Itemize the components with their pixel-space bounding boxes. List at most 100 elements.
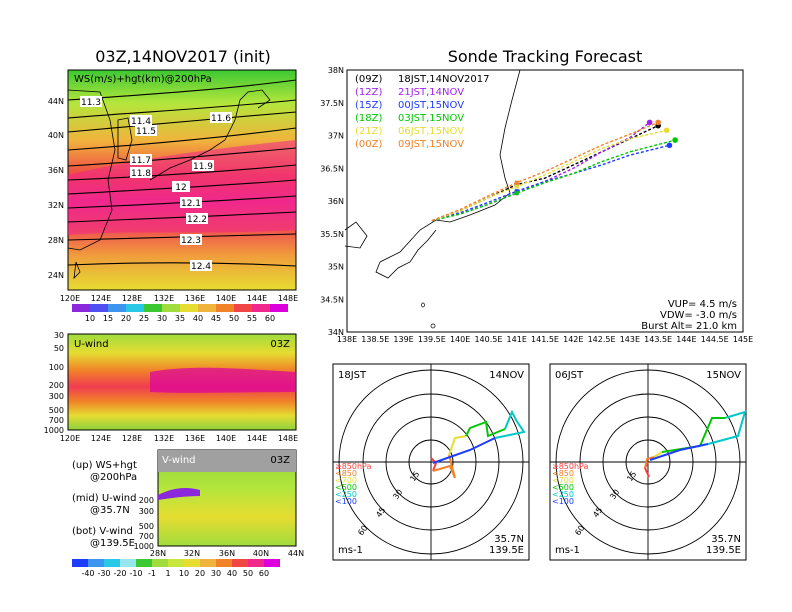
svg-text:100: 100 [49,363,64,372]
track-line-5 [431,121,659,222]
svg-text:40N: 40N [253,549,269,558]
svg-text:28N: 28N [48,236,64,245]
legend-time: 18JST,14NOV2017 [398,74,490,85]
contour-label: 12.3 [181,236,201,246]
track-lat-label: 37.5N [320,99,344,108]
legend-time: 21JST,14NOV [398,87,464,98]
coastline-asia [67,89,116,251]
svg-text:144E: 144E [247,434,267,443]
track-lat-label: 34.5N [320,295,344,304]
svg-text:≥850hPa: ≥850hPa [335,462,372,471]
legend-code: (21Z) [355,126,382,137]
contour-label: 11.9 [193,162,213,172]
svg-text:20: 20 [121,314,131,323]
svg-text:60: 60 [259,569,269,578]
u-wind-panel: U-wind 03Z 30 50 100 200 300 500 700 100… [44,331,299,443]
svg-text:28N: 28N [150,549,166,558]
svg-text:<250: <250 [335,490,357,499]
map-colorbar [72,304,288,312]
hodograph-2-lat: 35.7N [711,534,741,545]
v-wind-negative [158,487,200,500]
contour-label: 11.7 [131,156,151,166]
svg-text:-20: -20 [113,569,126,578]
legend-code: (12Z) [355,87,382,98]
track-burst-point-3 [672,137,678,143]
svg-text:<850: <850 [335,469,357,478]
svg-text:1000: 1000 [134,542,154,551]
svg-text:45: 45 [211,314,221,323]
svg-text:24N: 24N [48,271,64,280]
svg-text:136E: 136E [185,434,205,443]
track-legend: (09Z) 18JST,14NOV2017 (12Z) 21JST,14NOV … [355,74,490,150]
svg-text:1000: 1000 [44,426,64,435]
contour-label: 12.2 [187,215,207,225]
svg-text:50: 50 [229,314,239,323]
svg-text:<100: <100 [552,497,574,506]
track-lines [431,119,678,222]
track-lat-labels: 38N 37.5N 37N 36.5N 36N 35.5N 35N 34.5N 34N [320,66,344,337]
note-mid-line1: (mid) U-wind [72,493,136,504]
svg-text:44N: 44N [288,549,304,558]
hodograph-1-lat: 35.7N [494,534,524,545]
u-wind-time: 03Z [270,339,290,350]
svg-text:<500: <500 [335,483,357,492]
svg-text:120E: 120E [60,434,80,443]
wind-map-panel: 11.3 11.4 11.5 11.6 11.7 11.8 11.9 12 12… [48,69,298,323]
svg-text:500: 500 [49,406,64,415]
track-marker-3 [514,191,519,196]
svg-text:132E: 132E [154,434,174,443]
contour-label: 12.1 [181,199,201,209]
svg-text:144E: 144E [247,294,267,303]
svg-text:≥850hPa: ≥850hPa [552,462,589,471]
burst-text: Burst Alt= 21.0 km [641,321,737,332]
track-lon-label: 140.5E [474,335,502,344]
svg-text:140E: 140E [216,434,236,443]
track-lon-label: 143E [620,335,640,344]
right-title: Sonde Tracking Forecast [448,47,643,66]
contour-label: 11.4 [131,117,151,127]
map-lon-labels: 120E 124E 128E 132E 136E 140E 144E 148E [60,294,298,303]
svg-text:128E: 128E [122,434,142,443]
legend-code: (00Z) [355,139,382,150]
track-lon-label: 142E [563,335,583,344]
track-marker-5 [514,180,519,185]
svg-text:30: 30 [211,569,221,578]
v-wind-colorbar-labels: -40 -30 -20 -10 -1 1 10 20 30 40 50 60 [81,569,269,578]
track-line-4 [431,129,667,222]
svg-text:32N: 32N [184,549,200,558]
v-wind-time: 03Z [270,455,290,466]
svg-text:25: 25 [139,314,149,323]
u-wind-lon-labels: 120E 124E 128E 132E 136E 140E 144E 148E [60,434,298,443]
note-bot-line2: @139.5E [90,538,135,549]
u-wind-jet [150,367,296,393]
hodograph-1-unit: ms-1 [338,545,363,556]
hodograph-1-trace [430,409,526,479]
track-lat-label: 37N [328,132,344,141]
svg-text:40: 40 [193,314,203,323]
note-bot-line1: (bot) V-wind [72,526,133,537]
svg-text:-40: -40 [81,569,94,578]
svg-text:<700: <700 [552,476,574,485]
coastline-korea [117,117,133,161]
v-wind-label: V-wind [162,455,196,466]
track-lon-label: 140E [450,335,470,344]
svg-text:136E: 136E [185,294,205,303]
svg-text:<500: <500 [552,483,574,492]
track-lon-label: 144.5E [701,335,729,344]
track-lon-label: 141.5E [531,335,559,344]
coastline-japan [149,89,271,181]
svg-text:44N: 44N [48,97,64,106]
track-burst-point-5 [655,119,661,126]
track-lon-label: 144E [676,335,696,344]
coastline-extra [344,221,368,249]
hodograph-2-lon: 139.5E [706,545,741,556]
track-lon-label: 143.5E [644,335,672,344]
honshu-coastline [375,69,521,279]
u-wind-label: U-wind [74,339,109,350]
track-lon-label: 138E [337,335,357,344]
map-panel-label: WS(m/s)+hgt(km)@200hPa [74,74,212,85]
v-wind-missing [158,450,296,472]
contour-label: 12.4 [191,262,211,272]
contour-label: 11.5 [136,127,156,137]
